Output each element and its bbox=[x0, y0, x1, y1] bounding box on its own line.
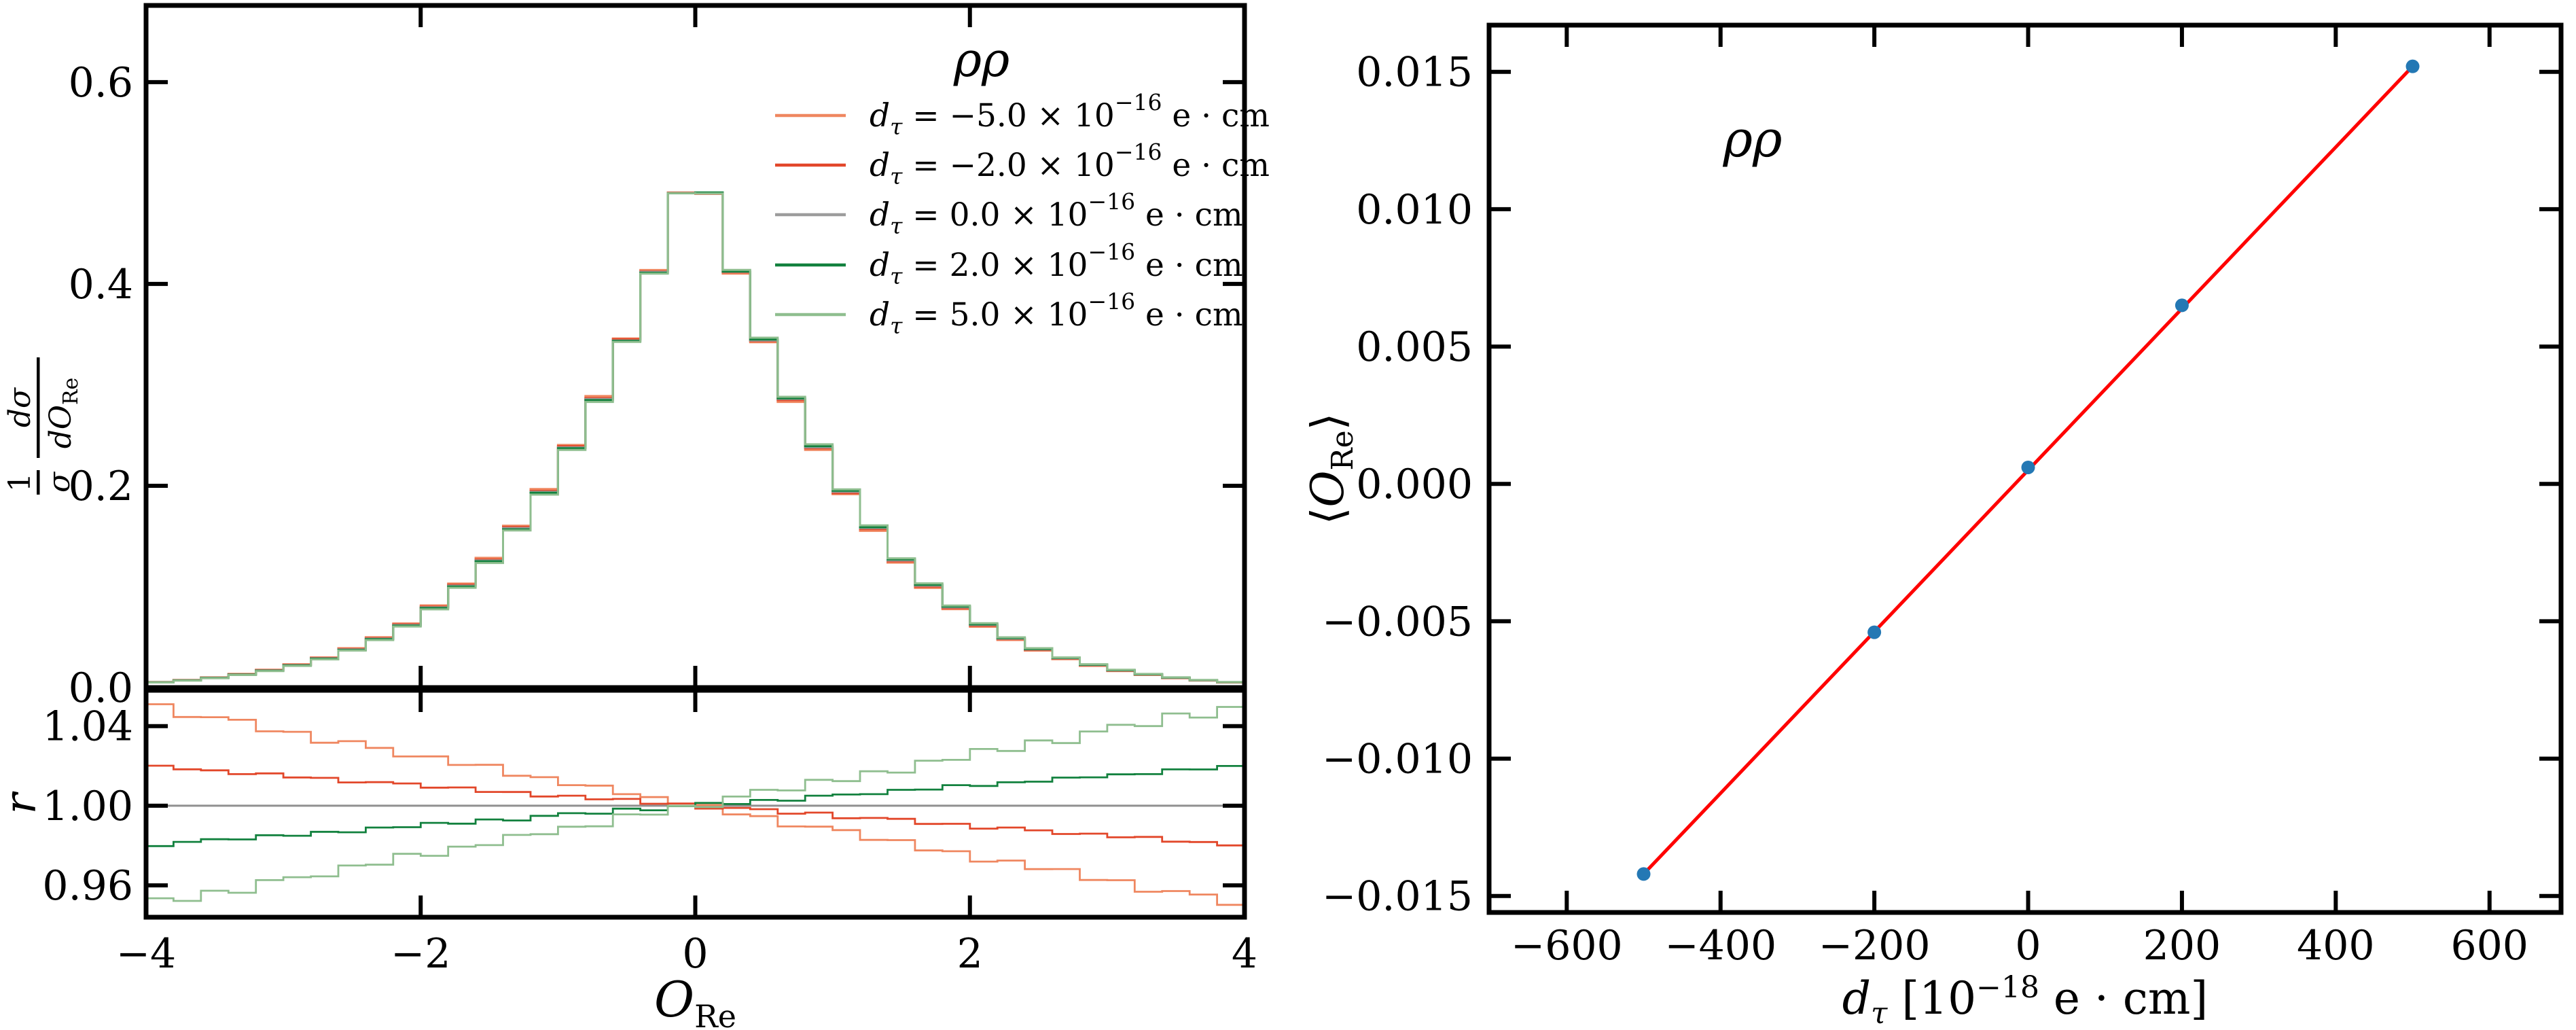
legend-entry-label-part: d bbox=[870, 147, 890, 184]
legend-entry-label-part: = 5.0 × 10 bbox=[902, 296, 1088, 334]
legend-entry-label-part: −16 bbox=[1088, 288, 1135, 315]
legend-entry-label-part: d bbox=[870, 247, 890, 284]
main-ytick-label: 0.6 bbox=[69, 59, 133, 107]
data-point bbox=[1867, 625, 1882, 639]
legend-entry-label-part: e · cm bbox=[1135, 247, 1242, 284]
left-xtick-label: 0 bbox=[682, 930, 708, 978]
legend-entry-label-part: e · cm bbox=[1162, 97, 1269, 135]
legend-entry-label-part: = 2.0 × 10 bbox=[902, 247, 1088, 284]
right-ytick-label: 0.000 bbox=[1356, 461, 1473, 508]
data-point bbox=[1636, 867, 1651, 881]
data-point bbox=[2021, 460, 2035, 474]
histogram-dtau_p5 bbox=[146, 192, 1245, 683]
left-xtick-label: 2 bbox=[957, 930, 983, 978]
legend-entry-label-part: = −5.0 × 10 bbox=[902, 97, 1114, 135]
right-xaxis-label-part: −18 bbox=[1976, 970, 2039, 1005]
right-ytick-label: 0.005 bbox=[1356, 323, 1473, 371]
legend-entry-label-part: −16 bbox=[1115, 89, 1162, 116]
right-ytick-label: 0.010 bbox=[1356, 186, 1473, 234]
legend-entry-label-part: τ bbox=[890, 163, 903, 190]
main-ytick-label: 0.4 bbox=[69, 261, 133, 308]
right-ytick-label: −0.005 bbox=[1322, 598, 1473, 645]
legend-entry-label: dτ = −2.0 × 10−16 e · cm bbox=[870, 139, 1270, 190]
ylabel-num-1: 1 bbox=[3, 473, 37, 492]
legend-entry-label-part: −16 bbox=[1088, 238, 1135, 265]
legend-entry-label-part: τ bbox=[890, 313, 903, 339]
legend-entry-label: dτ = 5.0 × 10−16 e · cm bbox=[870, 288, 1243, 339]
right-xaxis-label-part: e · cm] bbox=[2039, 972, 2208, 1025]
fraction-bar bbox=[37, 357, 40, 458]
main-ytick-label: 0.2 bbox=[69, 463, 133, 510]
legend-entry-label-part: −16 bbox=[1088, 188, 1135, 215]
ylabel-den-sigma: σ bbox=[42, 471, 77, 493]
legend-entry-label: dτ = −5.0 × 10−16 e · cm bbox=[870, 89, 1270, 140]
ratio-ytick-label: 1.04 bbox=[42, 703, 133, 751]
legend-entry-label-part: = 0.0 × 10 bbox=[902, 196, 1088, 234]
ylabel-den-dO-part: dO bbox=[43, 405, 78, 448]
legend-entry-label-part: d bbox=[870, 196, 890, 234]
main-ytick-label: 0.0 bbox=[69, 664, 133, 712]
ylabel-den-dO-part: Re bbox=[59, 378, 83, 405]
right-xaxis-label-part: [10 bbox=[1887, 972, 1976, 1025]
ratio-ytick-label: 0.96 bbox=[42, 862, 133, 910]
left-xaxis-label: ORe bbox=[654, 971, 736, 1030]
right-xtick-label: 400 bbox=[2297, 922, 2375, 970]
right-xtick-label: −200 bbox=[1819, 922, 1931, 970]
right-xtick-label: 0 bbox=[2015, 922, 2041, 970]
right-ytick-label: −0.010 bbox=[1322, 736, 1473, 783]
legend-entry-label: dτ = 0.0 × 10−16 e · cm bbox=[870, 188, 1243, 239]
legend-entry-label-part: e · cm bbox=[1162, 147, 1269, 184]
ylabel-den-dO: dORe bbox=[43, 378, 83, 449]
legend-entry-label-part: τ bbox=[890, 113, 903, 140]
legend-title: ρρ bbox=[953, 32, 1009, 88]
ratio-panel-curves bbox=[146, 703, 1245, 906]
data-point bbox=[2175, 298, 2189, 313]
right-yaxis-label-part: Re bbox=[1325, 430, 1360, 470]
right-yaxis-label-part: ⟩ bbox=[1302, 413, 1354, 431]
right-ytick-label: 0.015 bbox=[1356, 49, 1473, 96]
right-panel-frame bbox=[1486, 22, 2564, 915]
legend-entry-label-part: e · cm bbox=[1135, 296, 1242, 334]
legend-entry-label: dτ = 2.0 × 10−16 e · cm bbox=[870, 238, 1243, 289]
left-xtick-label: 4 bbox=[1232, 930, 1257, 978]
right-xtick-label: −400 bbox=[1664, 922, 1776, 970]
ratio-dtau_p2 bbox=[146, 765, 1245, 847]
right-xaxis-label: dτ [10−18 e · cm] bbox=[1842, 970, 2208, 1030]
legend-entry-label-part: = −2.0 × 10 bbox=[902, 147, 1114, 184]
ratio-ytick-label: 1.00 bbox=[42, 783, 133, 830]
right-yaxis-label: ⟨ORe⟩ bbox=[1302, 413, 1360, 525]
ylabel-num-dsigma: dσ bbox=[3, 387, 37, 427]
legend-entry-label-part: τ bbox=[890, 263, 903, 289]
ratio-yaxis-label: r bbox=[0, 791, 46, 814]
main-yaxis-label: 1 σ dσ dORe bbox=[3, 357, 83, 495]
ratio-dtau_p5 bbox=[146, 706, 1245, 902]
legend-entry-label-part: τ bbox=[890, 213, 903, 239]
right-xtick-label: 600 bbox=[2450, 922, 2528, 970]
right-yaxis-label-part: O bbox=[1302, 471, 1354, 508]
right-figure: −600 −400 −200 0 200 400 600 −0.015 −0.010 −0.005… bbox=[1302, 22, 2564, 1030]
legend-entry-label-part: −16 bbox=[1115, 139, 1162, 165]
right-ytick-label: −0.015 bbox=[1322, 873, 1473, 921]
right-annotation: ρρ bbox=[1722, 110, 1782, 168]
right-xaxis-label-part: τ bbox=[1871, 996, 1888, 1030]
left-xtick-label: −2 bbox=[391, 930, 450, 978]
legend-entry-label-part: e · cm bbox=[1135, 196, 1242, 234]
legend-entry-label-part: d bbox=[870, 296, 890, 334]
main-histograms bbox=[146, 191, 1245, 683]
right-yaxis-label-part: ⟨ bbox=[1302, 508, 1354, 525]
right-xtick-label: 200 bbox=[2143, 922, 2221, 970]
left-xaxis-label-part: O bbox=[654, 971, 694, 1028]
right-yaxis-label-group: ⟨ORe⟩ bbox=[1302, 413, 1360, 525]
right-xaxis-label-part: d bbox=[1842, 972, 1871, 1025]
right-xtick-label: −600 bbox=[1511, 922, 1623, 970]
legend-entry-label-part: d bbox=[870, 97, 890, 135]
fraction-bar bbox=[37, 470, 40, 495]
data-point bbox=[2405, 59, 2420, 73]
left-xtick-label: −4 bbox=[116, 930, 176, 978]
left-xaxis-label-part: Re bbox=[694, 998, 736, 1030]
